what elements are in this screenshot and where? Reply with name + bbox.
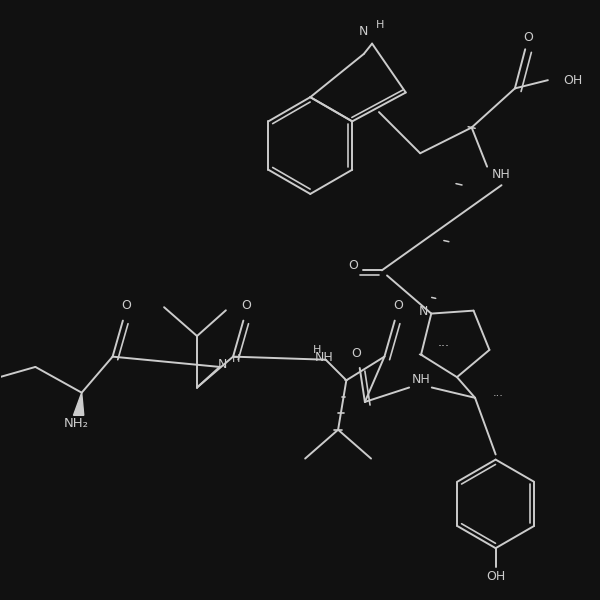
Text: OH: OH <box>563 74 582 86</box>
Text: O: O <box>348 259 358 272</box>
Text: ...: ... <box>437 336 449 349</box>
Text: N: N <box>359 25 368 38</box>
Text: O: O <box>121 299 131 311</box>
Text: H: H <box>376 20 385 30</box>
Text: OH: OH <box>486 571 505 583</box>
Text: NH₂: NH₂ <box>64 417 89 430</box>
Text: H: H <box>313 346 322 355</box>
Text: ...: ... <box>492 388 503 398</box>
Text: N: N <box>418 305 428 318</box>
Text: O: O <box>242 299 251 311</box>
Text: O: O <box>352 347 362 360</box>
Text: NH: NH <box>314 351 333 364</box>
Text: N: N <box>218 358 227 371</box>
Text: NH: NH <box>412 373 431 386</box>
Text: O: O <box>523 31 533 44</box>
Polygon shape <box>73 392 84 415</box>
Text: O: O <box>393 299 403 311</box>
Text: NH: NH <box>492 169 511 181</box>
Text: H: H <box>232 353 241 364</box>
